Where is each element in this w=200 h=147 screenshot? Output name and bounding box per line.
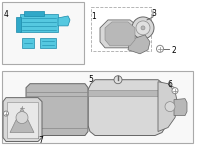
Text: 4: 4 <box>4 10 9 19</box>
Circle shape <box>114 76 122 84</box>
Text: 5: 5 <box>88 75 93 84</box>
Polygon shape <box>105 22 135 46</box>
Polygon shape <box>16 17 21 32</box>
FancyBboxPatch shape <box>20 14 58 32</box>
Text: 3: 3 <box>151 9 156 18</box>
Text: 6: 6 <box>168 80 173 89</box>
Polygon shape <box>100 20 140 48</box>
Text: 1: 1 <box>91 12 96 21</box>
Polygon shape <box>158 82 178 132</box>
Polygon shape <box>174 99 187 116</box>
Polygon shape <box>26 84 88 136</box>
FancyBboxPatch shape <box>24 11 44 16</box>
FancyBboxPatch shape <box>2 71 193 143</box>
Circle shape <box>172 88 178 94</box>
Circle shape <box>19 105 25 111</box>
FancyBboxPatch shape <box>22 38 34 48</box>
FancyBboxPatch shape <box>40 38 56 48</box>
Text: 7: 7 <box>38 136 43 145</box>
Circle shape <box>4 111 8 116</box>
Polygon shape <box>88 80 165 136</box>
Polygon shape <box>58 16 70 26</box>
Polygon shape <box>88 90 165 96</box>
Circle shape <box>141 26 145 30</box>
Circle shape <box>165 102 175 112</box>
Circle shape <box>132 17 154 39</box>
Circle shape <box>136 21 150 35</box>
Text: 2: 2 <box>171 46 176 55</box>
Polygon shape <box>3 98 42 142</box>
Polygon shape <box>10 108 34 132</box>
Circle shape <box>156 45 164 52</box>
FancyBboxPatch shape <box>2 2 84 64</box>
Polygon shape <box>128 35 150 54</box>
FancyBboxPatch shape <box>7 102 38 137</box>
Circle shape <box>16 112 28 123</box>
